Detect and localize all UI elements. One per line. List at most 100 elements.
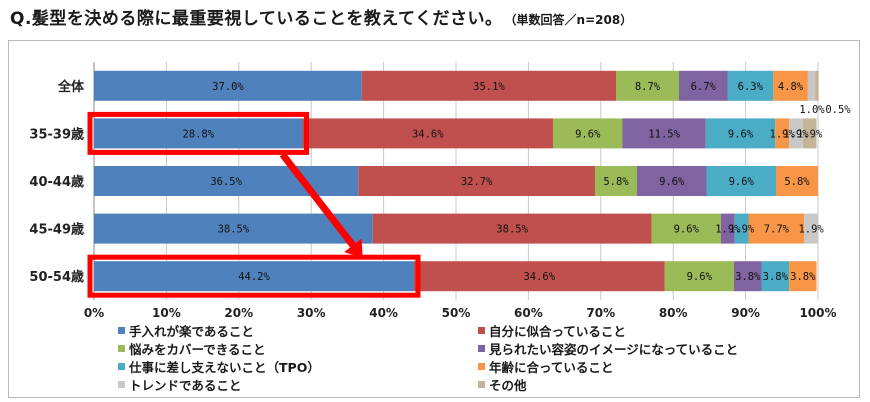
x-tick-label: 70% <box>586 306 615 320</box>
bar-segment <box>414 261 665 292</box>
legend-swatch <box>478 363 485 370</box>
bar-segment <box>616 70 679 101</box>
data-label: 5.8% <box>603 176 629 188</box>
legend-item: 手入れが楽であること <box>118 321 254 340</box>
category-label: 40-44歳 <box>29 174 84 190</box>
bar-segment <box>734 261 762 292</box>
bar-segment <box>372 213 652 244</box>
x-tick-label: 100% <box>799 306 836 320</box>
highlight-box <box>87 111 310 155</box>
bar-segment <box>773 70 808 101</box>
legend-item: トレンドであること <box>118 375 241 394</box>
legend-label: 仕事に差し支えないこと（TPO） <box>129 360 320 375</box>
data-label: 8.7% <box>635 81 661 93</box>
data-label: 32.7% <box>461 176 493 188</box>
legend-swatch <box>478 381 485 388</box>
legend-label: 見られたい容姿のイメージになっていること <box>489 342 739 357</box>
legend-item: その他 <box>478 375 527 394</box>
data-label: 5.8% <box>784 176 810 188</box>
chart-title-text: Q.髪型を決める際に最重要視していることを教えてください。 <box>10 9 503 29</box>
legend-item: 見られたい容姿のイメージになっていること <box>478 339 738 358</box>
bar-segment <box>720 213 735 244</box>
bar-segment <box>705 118 776 149</box>
bar-segment <box>706 166 777 196</box>
x-tick-label: 50% <box>442 306 471 320</box>
legend-item: 悩みをカバーできること <box>118 339 266 358</box>
data-label: 34.6% <box>412 128 444 140</box>
bar-segment <box>748 213 805 244</box>
data-label: 1.9% <box>783 128 809 140</box>
data-label: 1.9% <box>797 128 823 140</box>
bar-segment <box>775 118 790 149</box>
highlight-box <box>87 254 421 298</box>
data-label: 1.9% <box>798 224 824 236</box>
bar-segment <box>678 70 728 101</box>
bar-segment <box>804 213 818 244</box>
data-label: 4.8% <box>778 81 804 93</box>
bar-segment <box>789 261 817 292</box>
legend-swatch <box>118 345 125 352</box>
bar-segment <box>734 213 749 244</box>
data-label: 9.6% <box>659 176 685 188</box>
bar-segment <box>94 213 373 244</box>
data-label: 44.2% <box>238 271 270 283</box>
data-label: 3.8% <box>763 271 789 283</box>
x-tick-label: 10% <box>152 306 181 320</box>
data-label: 3.8% <box>735 271 761 283</box>
legend-item: 年齢に合っていること <box>478 357 613 376</box>
data-label: 34.6% <box>523 271 555 283</box>
data-label: 7.7% <box>764 224 790 236</box>
bar-segment <box>664 261 735 292</box>
x-tick-label: 90% <box>731 306 760 320</box>
bar-segment <box>807 70 816 101</box>
data-label: 38.5% <box>218 224 250 236</box>
data-label: 9.6% <box>674 224 700 236</box>
x-tick-label: 40% <box>369 306 398 320</box>
legend-label: トレンドであること <box>129 378 242 393</box>
bar-segment <box>622 118 706 149</box>
x-tick-label: 0% <box>84 306 104 320</box>
legend-swatch <box>118 381 125 388</box>
x-tick-label: 60% <box>514 306 543 320</box>
data-label: 3.8% <box>790 271 816 283</box>
chart-title: Q.髪型を決める際に最重要視していることを教えてください。 （単数回答／n=208… <box>10 4 632 29</box>
chart-subtitle: （単数回答／n=208） <box>510 13 633 27</box>
category-label: 45-49歳 <box>29 222 84 238</box>
bar-segment <box>802 118 817 149</box>
data-label: 9.6% <box>729 176 755 188</box>
bar-segment <box>361 70 617 101</box>
bar-segment <box>94 261 415 292</box>
data-label: 1.9% <box>770 128 796 140</box>
chart-frame <box>8 40 860 398</box>
bar-segment <box>358 166 596 196</box>
legend-swatch <box>118 363 125 370</box>
bar-segment <box>761 261 790 292</box>
arrow-shaft <box>279 152 362 256</box>
x-tick-label: 80% <box>659 306 688 320</box>
data-label: 6.3% <box>738 81 764 93</box>
data-label: 1.9% <box>729 224 755 236</box>
legend-swatch <box>118 327 125 334</box>
bar-segment <box>94 70 362 101</box>
bar-segment <box>94 118 303 149</box>
legend-label: その他 <box>489 378 527 393</box>
legend-label: 悩みをカバーできること <box>129 342 266 357</box>
legend-swatch <box>478 345 485 352</box>
legend-item: 自分に似合っていること <box>478 321 626 340</box>
data-label: 11.5% <box>648 128 680 140</box>
bar-segment <box>651 213 721 244</box>
bar-segment <box>595 166 637 196</box>
bar-segment <box>637 166 707 196</box>
category-label: 全体 <box>57 79 85 95</box>
data-label: 1.9% <box>715 224 741 236</box>
arrow-head <box>344 238 363 258</box>
legend-swatch <box>478 327 485 334</box>
data-label: 9.6% <box>728 128 754 140</box>
legend-item: 仕事に差し支えないこと（TPO） <box>118 357 320 376</box>
x-tick-label: 30% <box>297 306 326 320</box>
data-label: 1.0% <box>799 104 825 116</box>
bar-segment <box>727 70 774 101</box>
legend-label: 自分に似合っていること <box>489 324 626 339</box>
bar-segment <box>553 118 623 149</box>
